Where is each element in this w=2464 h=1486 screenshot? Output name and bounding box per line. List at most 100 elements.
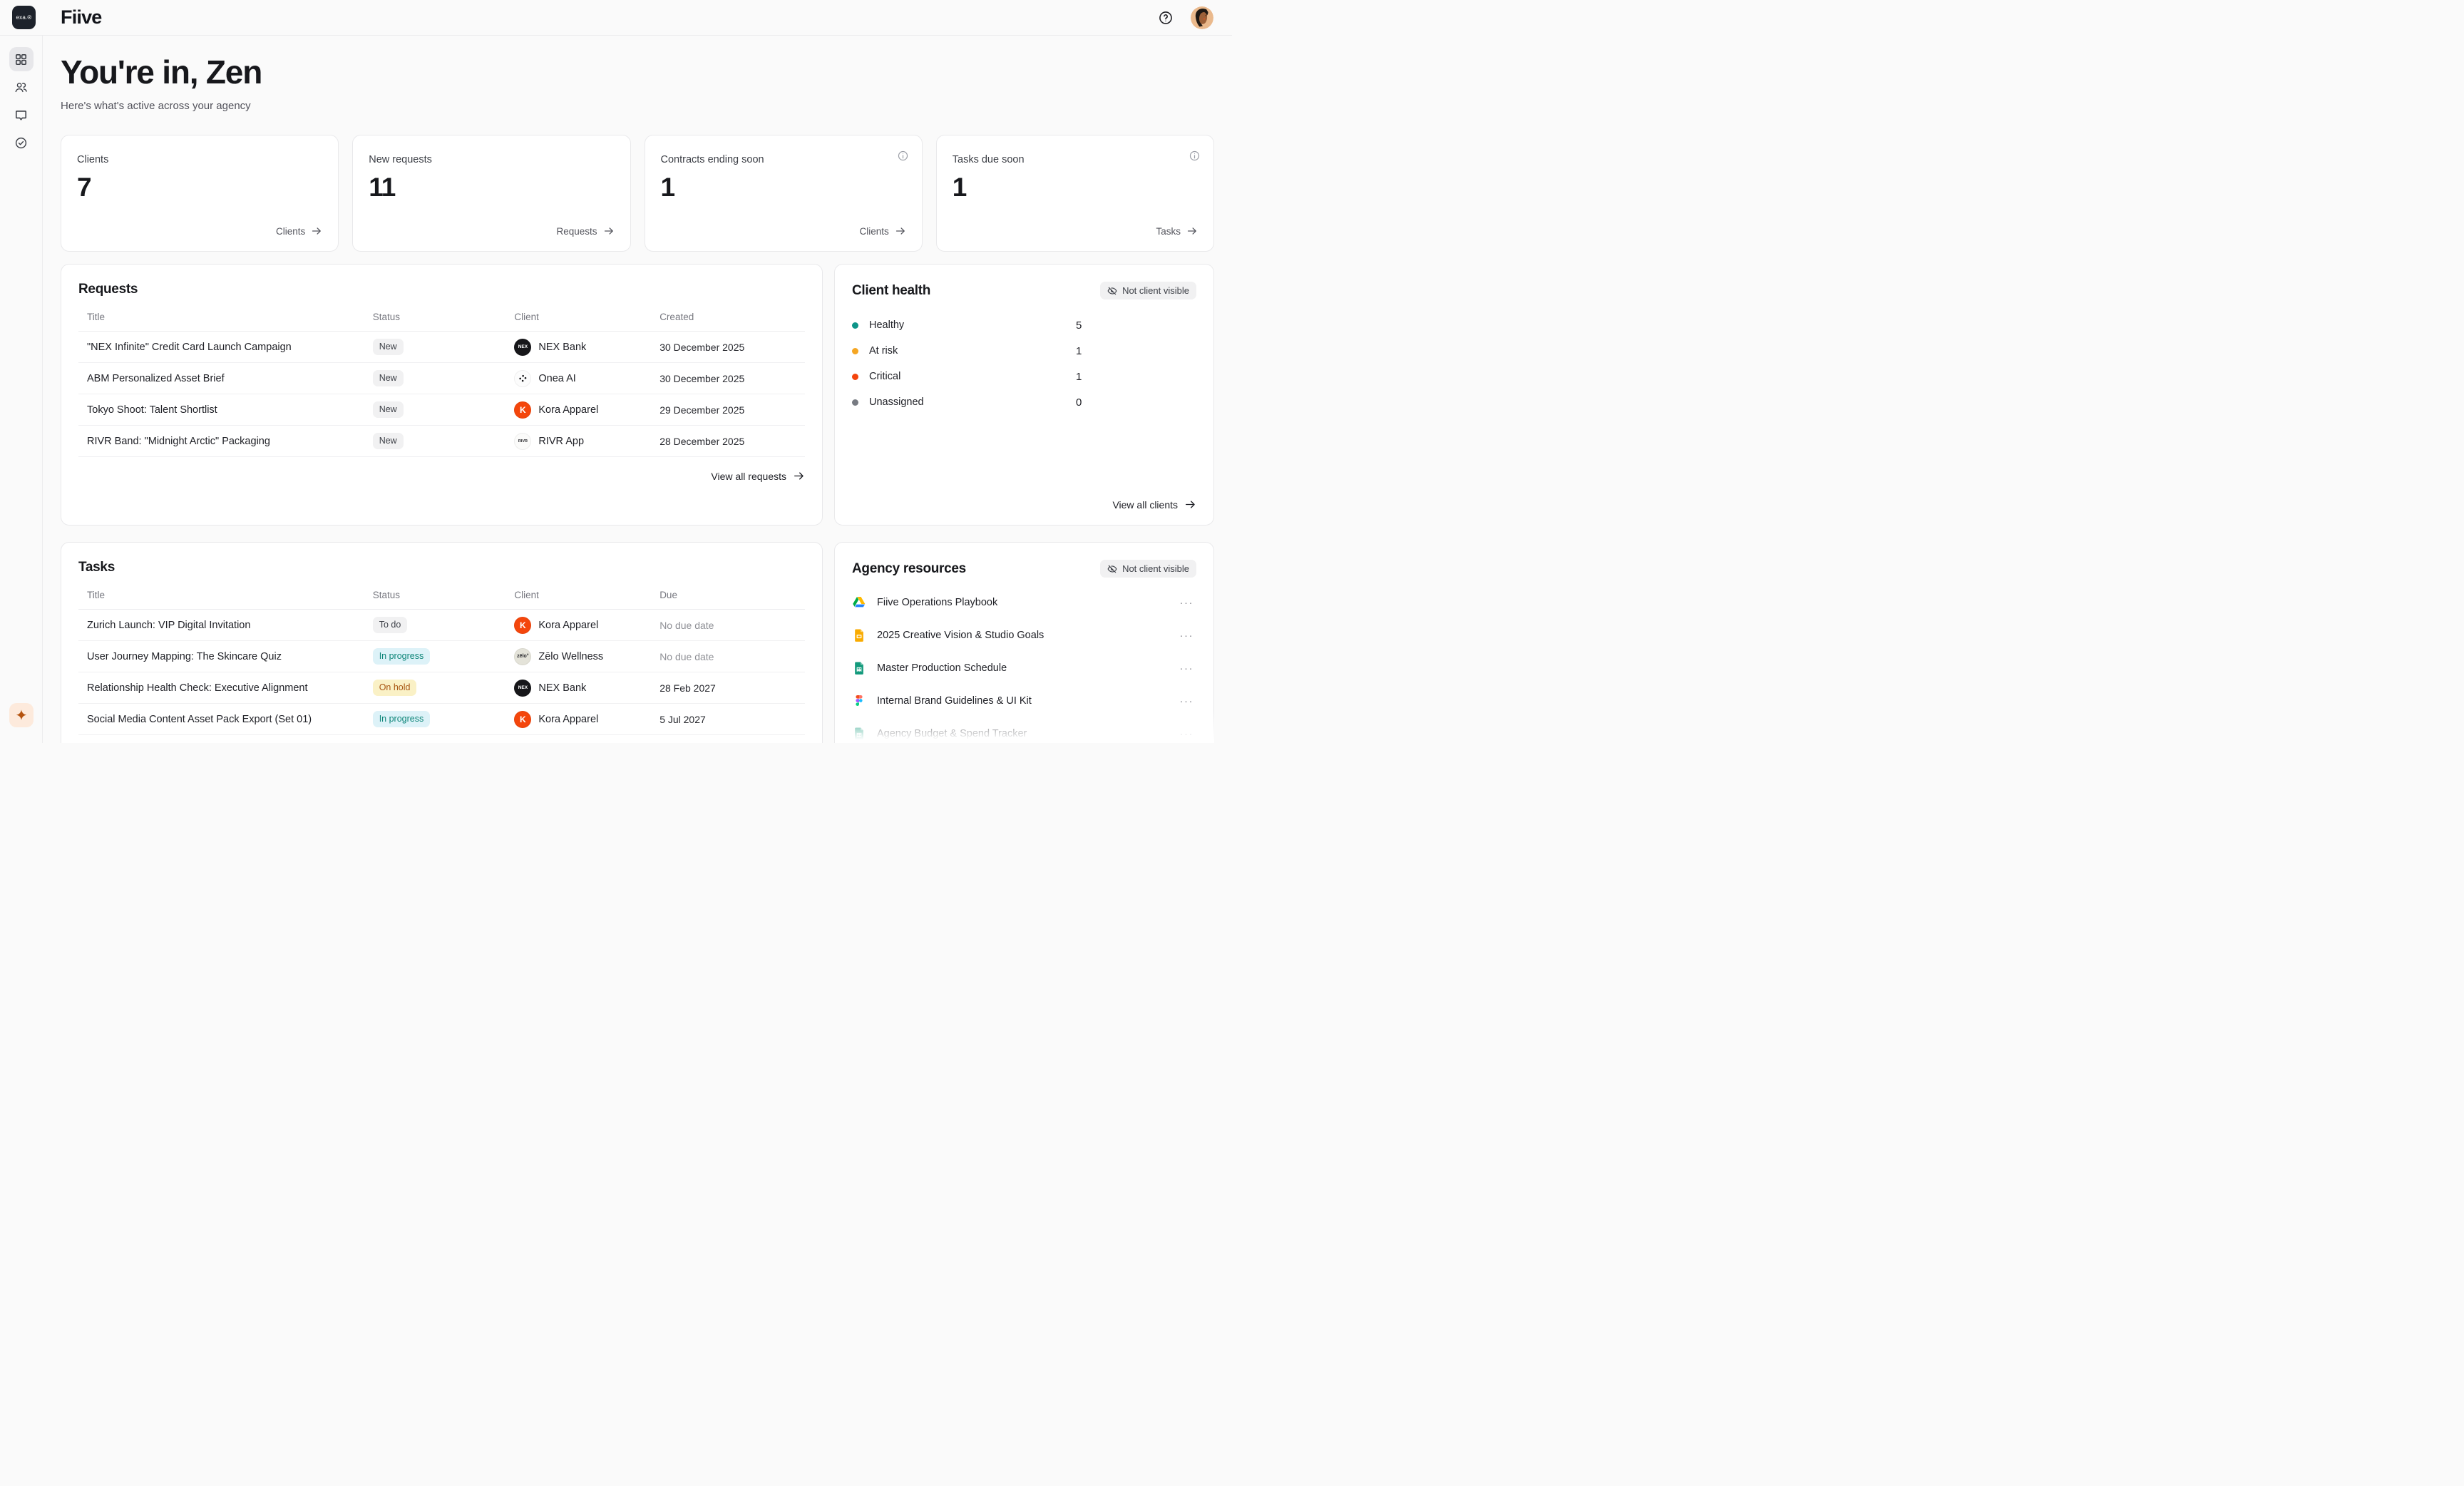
client-name: NEX Bank — [538, 682, 587, 694]
ai-assistant-button[interactable] — [9, 703, 34, 727]
status-badge: New — [372, 433, 404, 449]
workspace-logo[interactable]: exa.® — [12, 6, 36, 29]
stat-card-label: Contracts ending soon — [660, 154, 764, 165]
table-row[interactable]: RIVR Band: "Midnight Arctic" Packaging N… — [78, 426, 805, 457]
eye-off-icon — [1107, 564, 1117, 574]
resource-menu-button[interactable]: ··· — [1177, 661, 1197, 676]
resource-menu-button[interactable]: ··· — [1177, 595, 1197, 610]
row-client: K Kora Apparel — [514, 616, 659, 634]
column-header: Due — [659, 590, 677, 600]
resource-title: Internal Brand Guidelines & UI Kit — [877, 695, 1032, 707]
check-circle-icon — [14, 136, 28, 150]
sidebar-item-clients[interactable] — [9, 75, 34, 99]
client-avatar: RIVR — [514, 432, 532, 450]
table-row[interactable]: Social Media Content Asset Pack Export (… — [78, 704, 805, 735]
resource-menu-button[interactable]: ··· — [1177, 694, 1197, 709]
stat-cards-row: Clients 7 Clients New requests 11 Reques… — [61, 135, 1214, 252]
avatar-illustration — [1191, 6, 1213, 29]
google-sheets-icon — [852, 661, 866, 675]
row-client: Onea AI — [514, 369, 659, 387]
client-name: NEX Bank — [538, 341, 587, 353]
view-all-requests-link[interactable]: View all requests — [711, 470, 805, 482]
table-row[interactable]: "NEX Infinite" Credit Card Launch Campai… — [78, 332, 805, 363]
resource-item[interactable]: Fiive Operations Playbook ··· — [852, 586, 1196, 619]
stat-card-label: New requests — [369, 154, 432, 165]
stat-card-link[interactable]: Requests — [556, 225, 614, 237]
table-row[interactable]: Tokyo Shoot: Talent Shortlist New K Kora… — [78, 394, 805, 426]
client-health-panel: Client health Not client visible Healthy… — [834, 264, 1214, 526]
status-badge: New — [372, 401, 404, 418]
status-badge: On hold — [372, 680, 417, 696]
stat-card: New requests 11 Requests — [352, 135, 631, 252]
health-status-count: 1 — [1075, 344, 1082, 357]
health-status-dot — [852, 347, 858, 354]
not-client-visible-badge: Not client visible — [1100, 560, 1196, 578]
health-status-count: 5 — [1075, 319, 1082, 332]
column-header: Client — [514, 590, 539, 600]
row-date: 28 Feb 2027 — [659, 682, 716, 694]
stat-card-link[interactable]: Clients — [276, 225, 322, 237]
stat-card-link[interactable]: Clients — [859, 225, 905, 237]
client-avatar: K — [514, 401, 532, 419]
help-icon — [1158, 10, 1174, 26]
not-client-visible-badge: Not client visible — [1100, 282, 1196, 299]
column-header: Status — [372, 590, 400, 600]
resource-item[interactable]: 2025 Creative Vision & Studio Goals ··· — [852, 619, 1196, 652]
table-row[interactable]: Relationship Health Check: Executive Ali… — [78, 672, 805, 704]
client-health-item: At risk 1 — [852, 338, 1196, 364]
page-subtitle: Here's what's active across your agency — [61, 100, 251, 112]
eye-off-icon — [1107, 286, 1117, 296]
row-title: Tokyo Shoot: Talent Shortlist — [87, 404, 217, 416]
row-title: Relationship Health Check: Executive Ali… — [87, 682, 308, 694]
resource-menu-button[interactable]: ··· — [1177, 727, 1197, 742]
google-slides-icon — [852, 628, 866, 642]
row-client: zēlo° Zēlo Wellness — [514, 647, 659, 665]
table-row[interactable]: User Journey Mapping: The Skincare Quiz … — [78, 641, 805, 672]
row-date: No due date — [659, 650, 714, 662]
table-row[interactable]: Zurich Launch: VIP Digital Invitation To… — [78, 610, 805, 641]
row-date: 30 December 2025 — [659, 341, 745, 353]
brand-wordmark[interactable]: Fiive — [61, 6, 102, 28]
tasks-title: Tasks — [78, 560, 115, 575]
stat-card-link[interactable]: Tasks — [1156, 225, 1198, 237]
resource-menu-button[interactable]: ··· — [1177, 628, 1197, 643]
view-all-clients-link[interactable]: View all clients — [1112, 498, 1196, 511]
google-drive-icon — [852, 595, 866, 610]
stat-card-value: 1 — [660, 173, 676, 202]
client-avatar: K — [514, 710, 532, 728]
arrow-right-icon — [1186, 225, 1198, 237]
user-avatar[interactable] — [1191, 6, 1213, 29]
row-client: K Kora Apparel — [514, 710, 659, 728]
sidebar-item-dashboard[interactable] — [9, 47, 34, 71]
sidebar-item-tasks[interactable] — [9, 130, 34, 155]
row-title: Social Media Content Asset Pack Export (… — [87, 713, 312, 725]
client-name: Kora Apparel — [538, 619, 599, 631]
client-health-title: Client health — [852, 282, 931, 298]
resource-item[interactable]: Agency Budget & Spend Tracker ··· — [852, 717, 1196, 743]
stat-card-label: Clients — [77, 154, 109, 165]
help-button[interactable] — [1158, 9, 1176, 27]
table-row[interactable]: ABM Personalized Asset Brief New Onea AI… — [78, 363, 805, 394]
resource-title: 2025 Creative Vision & Studio Goals — [877, 630, 1044, 641]
row-client: NEX NEX Bank — [514, 338, 659, 356]
info-icon[interactable] — [897, 150, 909, 162]
health-status-dot — [852, 373, 858, 380]
google-sheets-icon — [852, 727, 866, 741]
row-date: No due date — [659, 619, 714, 631]
row-title: ABM Personalized Asset Brief — [87, 372, 225, 384]
row-date: 30 December 2025 — [659, 372, 745, 384]
info-icon[interactable] — [1189, 150, 1201, 162]
sparkle-icon — [14, 708, 29, 722]
client-health-item: Healthy 5 — [852, 312, 1196, 338]
client-avatar: K — [514, 616, 532, 634]
resource-title: Agency Budget & Spend Tracker — [877, 728, 1027, 739]
resource-item[interactable]: Master Production Schedule ··· — [852, 652, 1196, 685]
sidebar-item-messages[interactable] — [9, 103, 34, 127]
arrow-right-icon — [603, 225, 615, 237]
health-status-label: Healthy — [869, 319, 905, 331]
requests-table-header: Title Status Client Created — [78, 312, 805, 332]
resource-item[interactable]: Internal Brand Guidelines & UI Kit ··· — [852, 685, 1196, 717]
column-header: Status — [372, 312, 400, 322]
dashboard-grid-icon — [14, 53, 28, 66]
tasks-panel: Tasks Title Status Client Due Zurich Launch… — [61, 542, 823, 743]
